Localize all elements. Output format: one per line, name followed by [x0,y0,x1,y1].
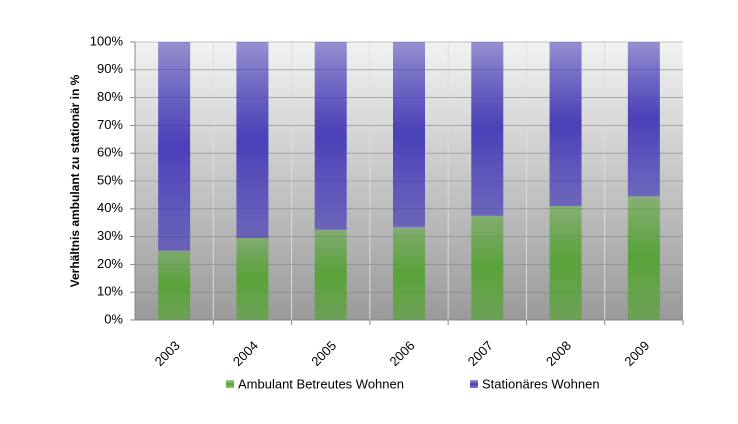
bar-segment [158,42,191,251]
y-tick-label: 80% [97,89,123,104]
bar-segment [236,42,269,238]
bar-segment [549,42,582,207]
bar-segment [627,42,660,197]
bar-segment [158,250,191,320]
y-tick-label: 30% [97,228,123,243]
legend-swatch [470,380,478,388]
bar-segment [236,237,269,320]
bar-segment [471,42,504,216]
bar-segment [314,42,347,230]
bar-segment [393,42,425,227]
x-tick-label: 2009 [621,338,652,369]
bar-segment [627,196,660,320]
y-tick-label: 40% [97,200,123,215]
legend-label: Stationäres Wohnen [482,376,600,391]
x-tick-label: 2006 [386,338,417,369]
x-tick-label: 2008 [543,338,574,369]
x-tick-label: 2005 [308,338,339,369]
y-tick-label: 20% [97,256,123,271]
y-tick-label: 60% [97,145,123,160]
bar-segment [471,215,504,320]
y-tick-label: 50% [97,172,123,187]
x-tick-label: 2003 [152,338,183,369]
legend-swatch [226,380,234,388]
y-tick-label: 100% [90,33,124,48]
y-tick-label: 90% [97,61,123,76]
y-tick-label: 0% [104,311,123,326]
y-axis-title: Verhältnis ambulant zu stationär in % [68,74,82,287]
bar-segment [549,206,582,320]
bar-segment [393,226,425,320]
y-tick-label: 70% [97,117,123,132]
x-tick-label: 2007 [465,338,496,369]
y-tick-label: 10% [97,284,123,299]
x-tick-label: 2004 [230,338,261,369]
bar-segment [314,229,347,320]
legend-label: Ambulant Betreutes Wohnen [238,376,404,391]
